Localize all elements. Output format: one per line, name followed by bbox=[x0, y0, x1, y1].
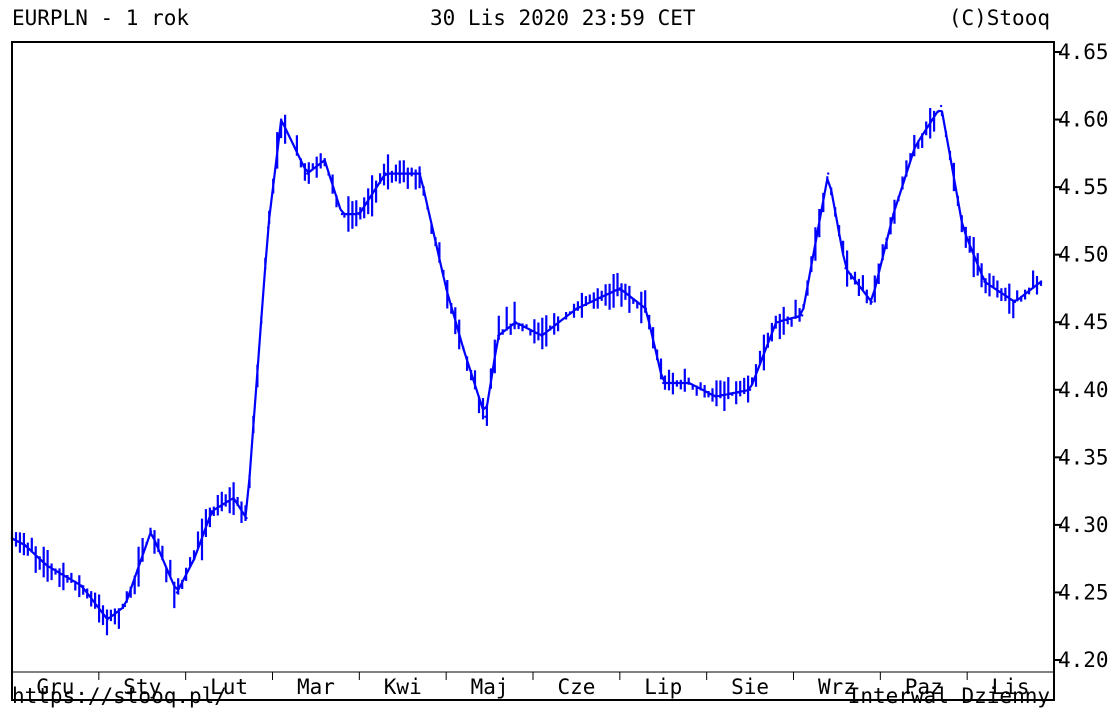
data-point bbox=[232, 496, 235, 500]
data-point bbox=[462, 348, 465, 351]
y-tick-label: 4.35 bbox=[1058, 445, 1109, 469]
data-point bbox=[844, 266, 847, 270]
data-point bbox=[1039, 280, 1043, 283]
data-point bbox=[913, 145, 917, 148]
data-point bbox=[774, 321, 778, 324]
data-point bbox=[23, 543, 27, 547]
y-tick-label: 4.65 bbox=[1058, 40, 1109, 64]
data-point bbox=[245, 516, 248, 520]
data-point bbox=[80, 584, 83, 587]
data-point bbox=[618, 287, 622, 290]
series-bars bbox=[10, 108, 1043, 636]
data-point bbox=[210, 510, 213, 513]
series-eurpln bbox=[10, 104, 1043, 636]
x-tick-label: Paz bbox=[905, 675, 943, 699]
y-axis: 4.20 4.25 4.30 4.35 4.40 4.45 4.50 4.55 4.60 4.65 bbox=[1054, 40, 1109, 672]
data-point bbox=[662, 381, 665, 385]
y-tick-label: 4.60 bbox=[1058, 108, 1109, 132]
data-point bbox=[514, 321, 517, 324]
data-point bbox=[870, 300, 873, 304]
data-point bbox=[340, 212, 344, 216]
chart-datetime: 30 Lis 2020 23:59 CET bbox=[430, 6, 696, 30]
data-point bbox=[644, 307, 648, 310]
data-point bbox=[497, 334, 500, 337]
data-point bbox=[961, 226, 965, 229]
x-tick-label: Mar bbox=[297, 675, 335, 699]
y-tick-label: 4.50 bbox=[1058, 243, 1109, 267]
data-point bbox=[939, 104, 943, 108]
data-point bbox=[540, 334, 543, 337]
y-tick-label: 4.55 bbox=[1058, 175, 1109, 199]
x-tick-label: Gru bbox=[36, 675, 74, 699]
interval-label: Interwal Dzienny bbox=[847, 684, 1050, 708]
x-tick-label: Lut bbox=[210, 675, 248, 699]
data-point bbox=[45, 564, 48, 567]
data-point bbox=[175, 591, 179, 594]
data-point bbox=[384, 172, 387, 175]
data-point bbox=[688, 381, 691, 385]
data-point bbox=[193, 557, 196, 560]
data-point bbox=[266, 226, 270, 229]
y-tick-label: 4.45 bbox=[1058, 310, 1109, 334]
y-tick-label: 4.30 bbox=[1058, 513, 1109, 537]
stooq-link[interactable]: https://stooq.pl/ bbox=[12, 684, 227, 708]
data-point bbox=[748, 388, 752, 391]
data-point bbox=[358, 212, 361, 216]
x-tick-label: Lip bbox=[644, 675, 682, 699]
data-point bbox=[827, 172, 830, 175]
x-tick-label: Sie bbox=[731, 675, 769, 699]
data-point bbox=[892, 212, 895, 216]
copyright-label: (C)Stooq bbox=[948, 6, 1050, 30]
data-point bbox=[418, 172, 422, 175]
data-point bbox=[983, 280, 986, 283]
data-point bbox=[575, 307, 578, 310]
data-point bbox=[1013, 300, 1017, 304]
data-point bbox=[800, 314, 804, 317]
x-tick-label: Cze bbox=[557, 675, 595, 699]
x-tick-label: Sty bbox=[123, 675, 161, 699]
data-point bbox=[323, 158, 326, 162]
data-point bbox=[149, 530, 153, 533]
y-tick-label: 4.25 bbox=[1058, 580, 1109, 604]
data-point bbox=[306, 172, 309, 175]
y-tick-label: 4.40 bbox=[1058, 378, 1109, 402]
plot-frame bbox=[11, 41, 1055, 701]
x-tick-label: Wrz bbox=[818, 675, 856, 699]
data-point bbox=[444, 287, 448, 290]
x-tick-label: Kwi bbox=[384, 675, 422, 699]
data-point bbox=[714, 395, 717, 398]
x-tick-label: Lis bbox=[992, 675, 1030, 699]
x-axis: Gru Sty Lut Mar Kwi Maj Cze Lip Sie Wrz Paz Lis bbox=[36, 672, 1030, 699]
data-point bbox=[123, 604, 127, 608]
data-point bbox=[279, 118, 283, 121]
y-tick-label: 4.20 bbox=[1058, 648, 1109, 672]
data-point bbox=[106, 618, 109, 621]
data-point bbox=[484, 415, 487, 418]
chart-title: EURPLN - 1 rok bbox=[12, 6, 190, 30]
x-tick-label: Maj bbox=[471, 675, 509, 699]
